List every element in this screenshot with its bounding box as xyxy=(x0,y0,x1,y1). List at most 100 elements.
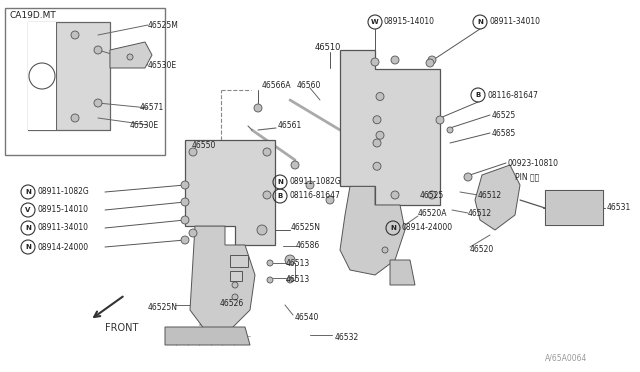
Text: W: W xyxy=(371,19,379,25)
Text: 46531: 46531 xyxy=(607,203,631,212)
Circle shape xyxy=(428,56,436,64)
Text: N: N xyxy=(390,225,396,231)
Text: N: N xyxy=(277,179,283,185)
Circle shape xyxy=(181,216,189,224)
Text: N: N xyxy=(25,225,31,231)
Circle shape xyxy=(373,162,381,170)
Circle shape xyxy=(181,236,189,244)
Circle shape xyxy=(291,161,299,169)
Text: 08915-14010: 08915-14010 xyxy=(384,17,435,26)
Circle shape xyxy=(263,148,271,156)
Circle shape xyxy=(373,116,381,124)
Text: 46540: 46540 xyxy=(295,314,319,323)
Text: 46550: 46550 xyxy=(192,141,216,150)
Circle shape xyxy=(189,229,197,237)
Text: 46520: 46520 xyxy=(470,246,494,254)
Text: 46513: 46513 xyxy=(286,259,310,267)
Text: 08116-81647: 08116-81647 xyxy=(487,90,538,99)
Text: 46586: 46586 xyxy=(296,241,320,250)
Text: PIN ピン: PIN ピン xyxy=(515,173,540,182)
Circle shape xyxy=(436,116,444,124)
Circle shape xyxy=(373,139,381,147)
Text: 46510: 46510 xyxy=(315,44,341,52)
Text: 46571: 46571 xyxy=(140,103,164,112)
Circle shape xyxy=(94,46,102,54)
Text: 46525: 46525 xyxy=(492,110,516,119)
Bar xyxy=(5,8,165,155)
Text: B: B xyxy=(476,92,481,98)
Circle shape xyxy=(326,196,334,204)
Text: 46512: 46512 xyxy=(478,190,502,199)
Text: A/65A0064: A/65A0064 xyxy=(545,353,588,362)
Text: 00923-10810: 00923-10810 xyxy=(508,158,559,167)
Polygon shape xyxy=(390,260,415,285)
Bar xyxy=(545,190,603,225)
Circle shape xyxy=(426,59,434,67)
Text: N: N xyxy=(25,244,31,250)
Circle shape xyxy=(254,104,262,112)
Polygon shape xyxy=(340,186,405,275)
Text: 46530E: 46530E xyxy=(130,121,159,129)
Polygon shape xyxy=(190,226,255,330)
Polygon shape xyxy=(185,140,275,245)
Text: 46525N: 46525N xyxy=(148,304,178,312)
Text: 46526: 46526 xyxy=(220,298,244,308)
Text: 46525M: 46525M xyxy=(148,20,179,29)
Text: 46513: 46513 xyxy=(286,276,310,285)
Circle shape xyxy=(263,191,271,199)
Text: 46525: 46525 xyxy=(420,190,444,199)
Text: 46525N: 46525N xyxy=(291,224,321,232)
Text: 08116-81647: 08116-81647 xyxy=(289,192,340,201)
Circle shape xyxy=(382,247,388,253)
Circle shape xyxy=(428,191,436,199)
Bar xyxy=(230,271,242,281)
Text: 46512: 46512 xyxy=(468,208,492,218)
Text: V: V xyxy=(26,207,31,213)
Circle shape xyxy=(232,294,238,300)
Circle shape xyxy=(285,255,295,265)
Circle shape xyxy=(376,93,384,100)
Text: 46585: 46585 xyxy=(492,128,516,138)
Circle shape xyxy=(371,58,379,66)
Circle shape xyxy=(464,173,472,181)
Text: 46566A: 46566A xyxy=(262,80,292,90)
FancyBboxPatch shape xyxy=(28,22,110,130)
Circle shape xyxy=(287,277,293,283)
Text: 46530E: 46530E xyxy=(148,61,177,70)
Text: 46532: 46532 xyxy=(335,334,359,343)
Text: B: B xyxy=(277,193,283,199)
Circle shape xyxy=(376,131,384,139)
Circle shape xyxy=(391,56,399,64)
Circle shape xyxy=(181,198,189,206)
Text: 08915-14010: 08915-14010 xyxy=(37,205,88,215)
Text: 08911-1082G: 08911-1082G xyxy=(289,177,340,186)
Bar xyxy=(230,255,248,267)
Text: FRONT: FRONT xyxy=(105,323,138,333)
Circle shape xyxy=(447,127,453,133)
Text: 08914-24000: 08914-24000 xyxy=(402,224,453,232)
Circle shape xyxy=(257,225,267,235)
Polygon shape xyxy=(475,165,520,230)
Circle shape xyxy=(181,181,189,189)
Polygon shape xyxy=(165,327,250,345)
Text: 46560: 46560 xyxy=(297,80,321,90)
Circle shape xyxy=(232,282,238,288)
Bar xyxy=(28,22,56,130)
Circle shape xyxy=(127,54,133,60)
Circle shape xyxy=(391,191,399,199)
Text: 46561: 46561 xyxy=(278,121,302,129)
Polygon shape xyxy=(110,42,152,68)
Text: 08911-34010: 08911-34010 xyxy=(489,17,540,26)
Circle shape xyxy=(71,114,79,122)
Text: 08911-1082G: 08911-1082G xyxy=(37,187,89,196)
Text: 08914-24000: 08914-24000 xyxy=(37,243,88,251)
Circle shape xyxy=(71,31,79,39)
Text: 46520A: 46520A xyxy=(418,208,447,218)
Circle shape xyxy=(267,277,273,283)
Circle shape xyxy=(267,260,273,266)
Text: 08911-34010: 08911-34010 xyxy=(37,224,88,232)
Text: N: N xyxy=(25,189,31,195)
Polygon shape xyxy=(340,50,440,205)
Circle shape xyxy=(189,148,197,156)
Circle shape xyxy=(306,181,314,189)
